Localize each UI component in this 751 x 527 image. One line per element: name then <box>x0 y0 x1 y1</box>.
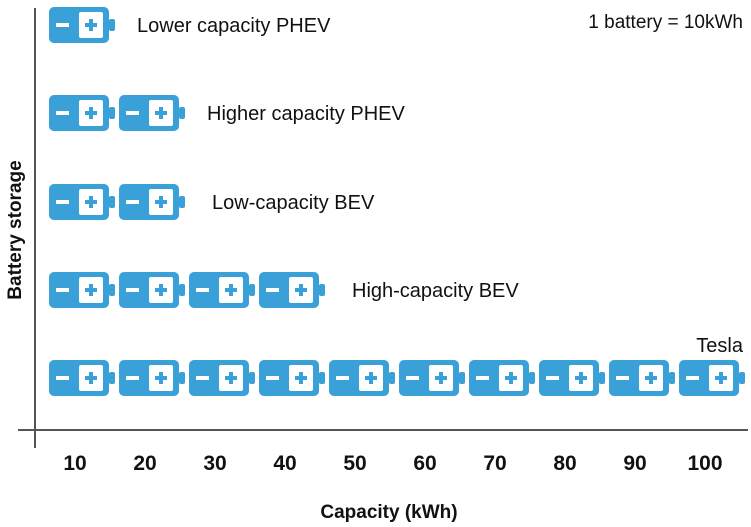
x-tick-label: 100 <box>687 452 722 475</box>
x-tick-label: 40 <box>273 452 296 475</box>
battery-icon <box>119 184 185 220</box>
battery-icon <box>259 360 325 396</box>
x-tick-label: 30 <box>203 452 226 475</box>
battery-icon <box>469 360 535 396</box>
battery-row: Higher capacity PHEV <box>49 95 406 131</box>
x-tick-labels: 10 20 30 40 50 60 70 80 90 100 <box>63 452 722 475</box>
battery-icon <box>539 360 605 396</box>
battery-icon <box>329 360 395 396</box>
battery-icon <box>49 184 115 220</box>
battery-icon <box>119 95 185 131</box>
battery-icon <box>49 272 115 308</box>
battery-icon <box>49 95 115 131</box>
x-tick-label: 90 <box>623 452 646 475</box>
battery-icon <box>189 360 255 396</box>
battery-icon <box>399 360 465 396</box>
row-label: Higher capacity PHEV <box>207 103 406 125</box>
battery-rows: Lower capacity PHEV Higher capacity PHEV L… <box>49 7 745 396</box>
battery-icon <box>609 360 675 396</box>
row-label: Lower capacity PHEV <box>137 15 331 37</box>
x-tick-label: 50 <box>343 452 366 475</box>
x-axis-title: Capacity (kWh) <box>320 502 457 523</box>
x-tick-label: 80 <box>553 452 576 475</box>
battery-icon <box>679 360 745 396</box>
x-tick-label: 60 <box>413 452 436 475</box>
row-label: Low-capacity BEV <box>212 192 375 214</box>
x-tick-label: 10 <box>63 452 86 475</box>
x-tick-label: 70 <box>483 452 506 475</box>
battery-icon <box>119 272 185 308</box>
legend-note: 1 battery = 10kWh <box>588 12 743 33</box>
battery-row: Lower capacity PHEV <box>49 7 331 43</box>
battery-icon <box>49 7 115 43</box>
battery-row: Tesla <box>49 335 745 396</box>
battery-icon <box>189 272 255 308</box>
battery-row: Low-capacity BEV <box>49 184 375 220</box>
battery-icon <box>49 360 115 396</box>
battery-icon <box>259 272 325 308</box>
battery-row: High-capacity BEV <box>49 272 519 308</box>
row-label: Tesla <box>696 335 744 357</box>
x-tick-label: 20 <box>133 452 156 475</box>
y-axis-title: Battery storage <box>5 160 26 299</box>
battery-icon <box>119 360 185 396</box>
row-label: High-capacity BEV <box>352 280 519 302</box>
